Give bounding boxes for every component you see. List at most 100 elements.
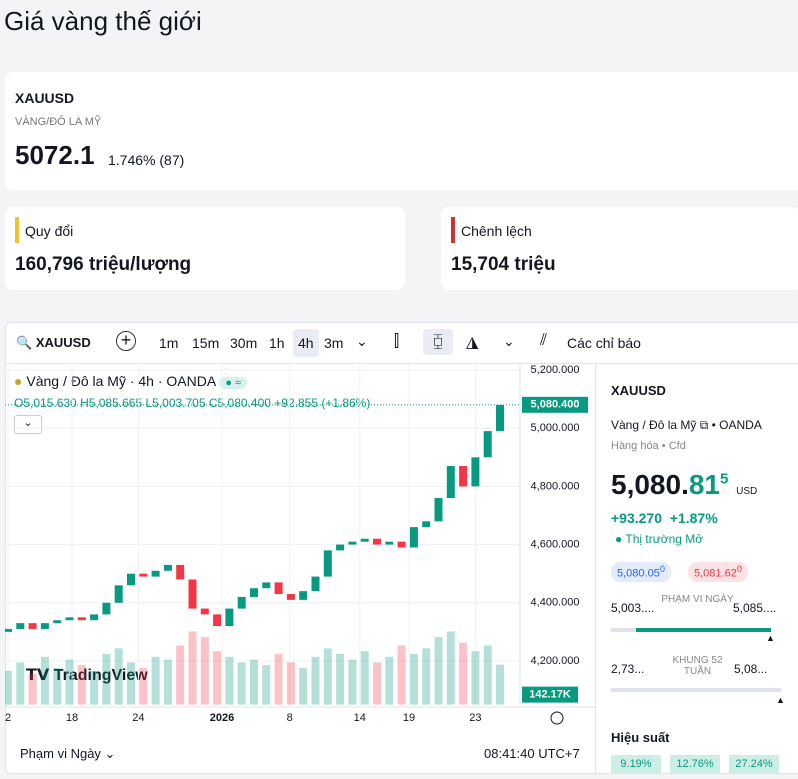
panel-name-row: Vàng / Đô la Mỹ ⧉ • OANDA xyxy=(611,418,762,432)
status-badge: ● ≈ xyxy=(219,377,248,389)
candle-body xyxy=(286,594,295,600)
volume-bar xyxy=(40,656,49,705)
candle-body xyxy=(274,582,283,595)
candle-body xyxy=(483,431,492,458)
range-selector[interactable]: Phạm vi Ngày ⌄ xyxy=(20,746,116,761)
volume-bar xyxy=(16,662,25,705)
interval[interactable]: 30m xyxy=(230,335,258,351)
add-button[interactable]: + xyxy=(116,331,136,351)
day-high: 5,085.... xyxy=(733,601,777,615)
x-tick-label: 8 xyxy=(287,712,293,724)
last-price-label: 5,080.400 xyxy=(531,399,580,411)
volume-bar xyxy=(299,668,308,705)
volume-bar xyxy=(176,645,185,705)
candle-body xyxy=(409,527,418,548)
interval[interactable]: 15m xyxy=(192,335,220,351)
candle-type[interactable]: ⧮ xyxy=(423,329,453,355)
toolbar: 🔍 XAUUSD + 1m 15m 30m 1h 4h 3m ⌄ ⫿ ⧮ ◮ ⌄… xyxy=(6,323,798,364)
volume-bar xyxy=(336,653,345,705)
candle-body xyxy=(336,544,345,551)
volume-bar xyxy=(496,664,504,705)
interval-active[interactable]: 4h xyxy=(293,329,319,357)
candle-body xyxy=(28,623,37,629)
candle-body xyxy=(200,608,209,615)
volume-bar xyxy=(5,670,12,705)
clock: 08:41:40 UTC+7 xyxy=(484,746,580,761)
volume-bar xyxy=(237,662,246,705)
indicators-icon[interactable]: ⫽ xyxy=(540,332,548,349)
card-accent xyxy=(15,217,19,243)
chart-style[interactable]: ◮ xyxy=(466,334,479,351)
perf: 12.76% xyxy=(670,755,720,773)
ohlc-low: L5,003.705 xyxy=(145,396,206,410)
panel-symbol: XAUUSD xyxy=(611,383,666,398)
x-tick-label: 19 xyxy=(403,712,415,724)
panel-category: Hàng hóa xyxy=(611,440,659,452)
interval[interactable]: 3m xyxy=(324,335,344,351)
candle-body xyxy=(163,564,172,571)
interval[interactable]: 1h xyxy=(269,335,285,351)
volume-bar xyxy=(434,637,443,705)
status: Thị trường Mở xyxy=(625,532,704,546)
volume-bar xyxy=(459,642,468,705)
volume-bar xyxy=(139,668,148,705)
change: 1.746% (87) xyxy=(108,152,185,168)
week-low: 2,73... xyxy=(611,662,645,676)
price: 5072.1 xyxy=(15,140,95,170)
candle-body xyxy=(40,623,49,629)
panel-name: Vàng / Đô la Mỹ xyxy=(611,418,697,432)
y-tick-label: 4,600.000 xyxy=(531,538,580,550)
interval[interactable]: 1m xyxy=(159,335,179,351)
card-value: 160,796 triệu/lượng xyxy=(15,254,192,275)
last-volume-box xyxy=(522,686,578,703)
x-tick-label: 14 xyxy=(354,712,366,724)
volume-bar xyxy=(311,656,320,705)
symbol-name: VÀNG/ĐÔ LA MỸ xyxy=(15,116,102,128)
ohlc: O5,015.630 H5,085.665 L5,003.705 C5,080.… xyxy=(14,396,370,410)
last-price-box xyxy=(522,396,588,413)
range: Phạm vi Ngày xyxy=(20,746,101,761)
candle-body xyxy=(323,550,332,577)
bid-sup: 0 xyxy=(659,564,665,574)
y-tick-label: 5,000.000 xyxy=(531,422,580,434)
volume-bar xyxy=(360,651,369,705)
candle-body xyxy=(373,538,381,545)
candle-body xyxy=(65,617,74,621)
bar-type[interactable]: ⫿ xyxy=(394,333,400,350)
price-dec: 81 xyxy=(688,469,721,500)
candle-body xyxy=(385,541,394,545)
watermark-text: TradingView xyxy=(53,667,148,684)
candle-body xyxy=(139,573,148,577)
settings-button[interactable] xyxy=(550,711,564,725)
ohlc-close: C5,080.400 xyxy=(208,396,271,410)
watermark: 𝗧𝗩 TradingView xyxy=(20,663,154,687)
candle-body xyxy=(459,466,468,487)
market-status: ● Thị trường Mở xyxy=(615,532,704,546)
symbol: XAUUSD xyxy=(35,335,91,350)
volume-bar xyxy=(323,648,332,705)
week-label: KHUNG 52 TUẦN xyxy=(672,655,723,677)
legend-title: Vàng / Đô la Mỹ · 4h · OANDA xyxy=(26,373,216,389)
candle-body xyxy=(53,620,62,624)
perf: 9.19% xyxy=(611,755,661,773)
volume-bar xyxy=(77,665,86,705)
dropdown[interactable]: ⌄ xyxy=(503,333,515,349)
dropdown[interactable]: ⌄ xyxy=(356,333,368,349)
card-value: 15,704 triệu xyxy=(451,254,556,275)
candle-body xyxy=(348,541,357,545)
quote-card: XAUUSD VÀNG/ĐÔ LA MỸ 5072.1 1.746% (87) xyxy=(5,72,798,190)
volume-bar xyxy=(65,659,74,705)
logo: ● xyxy=(14,373,23,389)
indicators[interactable]: Các chỉ báo xyxy=(567,335,641,351)
candle-body xyxy=(5,628,12,632)
volume-bar xyxy=(53,668,62,705)
volume-bar xyxy=(127,662,135,705)
collapse-button[interactable]: ⌄ xyxy=(14,415,42,434)
week-high: 5,08... xyxy=(734,662,768,676)
day-range-fill xyxy=(636,628,771,632)
change: +93.270 xyxy=(611,510,662,526)
candle-body xyxy=(397,541,406,548)
price-sup: 5 xyxy=(720,470,729,488)
toolbar-symbol[interactable]: 🔍 XAUUSD xyxy=(16,335,91,350)
candle-body xyxy=(237,596,246,609)
